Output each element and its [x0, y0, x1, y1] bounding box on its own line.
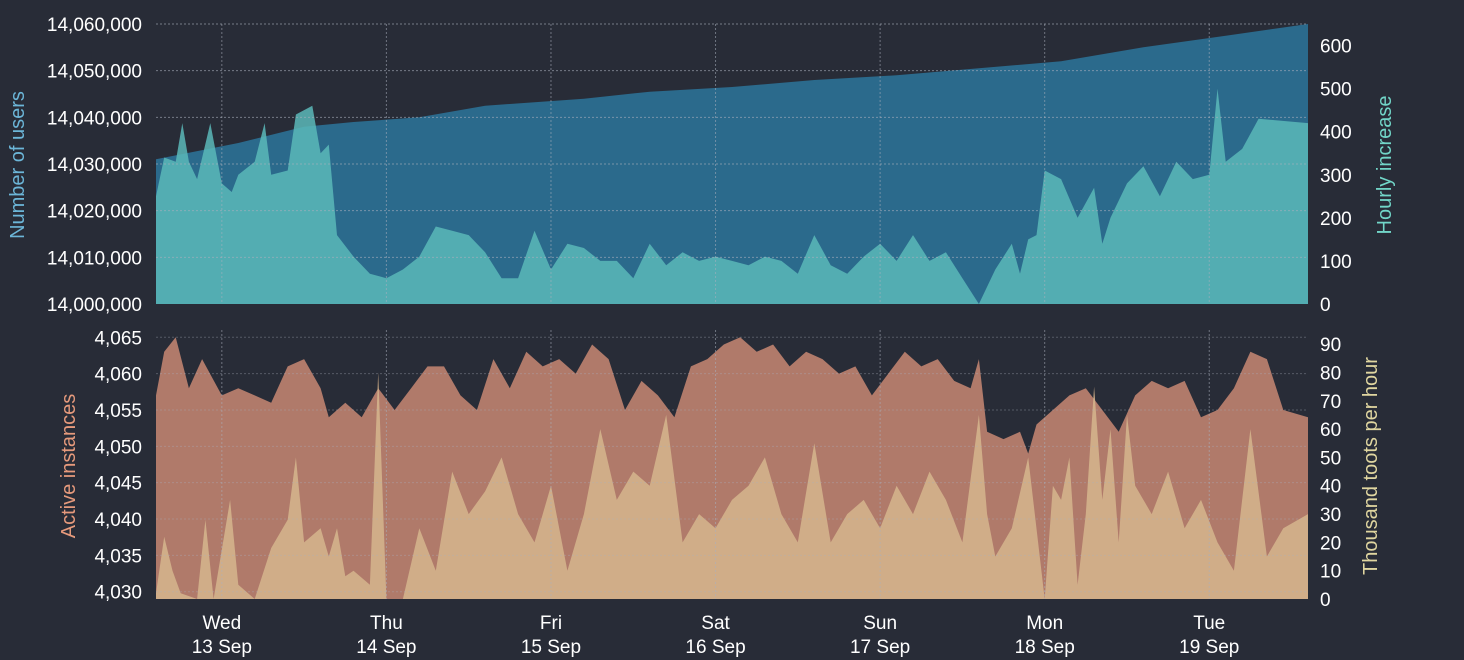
x-day-label: Fri: [540, 613, 562, 634]
x-day-label: Wed: [202, 613, 241, 634]
toots-tick-label: 40: [1320, 477, 1341, 498]
instances-tick-label: 4,040: [94, 510, 142, 531]
x-day-label: Thu: [370, 613, 403, 634]
instances-tick-label: 4,065: [94, 328, 142, 349]
hourly-tick-label: 100: [1320, 252, 1352, 273]
toots-tick-label: 90: [1320, 335, 1341, 356]
x-day-label: Sun: [863, 613, 897, 634]
hourly-tick-label: 600: [1320, 37, 1352, 58]
instances-tick-label: 4,055: [94, 401, 142, 422]
x-date-label: 14 Sep: [356, 637, 416, 658]
users-axis-title: Number of users: [7, 91, 29, 239]
users-tick-label: 14,050,000: [47, 62, 142, 83]
x-day-label: Sat: [701, 613, 730, 634]
hourly-axis-title: Hourly increase: [1374, 96, 1396, 235]
hourly-tick-label: 300: [1320, 166, 1352, 187]
instances-tick-label: 4,035: [94, 546, 142, 567]
x-date-label: 15 Sep: [521, 637, 581, 658]
toots-tick-label: 60: [1320, 420, 1341, 441]
toots-tick-label: 80: [1320, 363, 1341, 384]
x-date-label: 13 Sep: [192, 637, 252, 658]
x-date-label: 17 Sep: [850, 637, 910, 658]
users-tick-label: 14,000,000: [47, 295, 142, 316]
instances-tick-label: 4,045: [94, 474, 142, 495]
toots-tick-label: 20: [1320, 533, 1341, 554]
top-panel: 14,000,000 14,010,000 14,020,000 14,030,000…: [47, 15, 1352, 316]
toots-axis-title: Thousand toots per hour: [1360, 357, 1382, 575]
toots-tick-label: 0: [1320, 590, 1331, 611]
instances-axis-title: Active instances: [58, 394, 80, 539]
toots-tick-label: 30: [1320, 505, 1341, 526]
x-date-label: 19 Sep: [1179, 637, 1239, 658]
users-tick-label: 14,010,000: [47, 248, 142, 269]
toots-tick-label: 10: [1320, 562, 1341, 583]
hourly-area: [156, 88, 1308, 304]
x-date-label: 18 Sep: [1015, 637, 1075, 658]
instances-tick-label: 4,060: [94, 365, 142, 386]
toots-tick-label: 50: [1320, 448, 1341, 469]
toots-tick-label: 70: [1320, 392, 1341, 413]
users-tick-label: 14,030,000: [47, 155, 142, 176]
x-day-label: Tue: [1193, 613, 1225, 634]
toots-area: [156, 372, 1308, 599]
x-axis: Wed 13 Sep Thu 14 Sep Fri 15 Sep Sat 16 Sep Sun 1…: [192, 24, 1239, 658]
users-tick-label: 14,060,000: [47, 15, 142, 36]
bottom-panel: 4,030 4,035 4,040 4,045 4,050 4,055 4,060 4,065…: [94, 328, 1341, 611]
users-tick-label: 14,040,000: [47, 108, 142, 129]
hourly-tick-label: 0: [1320, 295, 1331, 316]
hourly-tick-label: 200: [1320, 209, 1352, 230]
instances-tick-label: 4,050: [94, 437, 142, 458]
hourly-tick-label: 400: [1320, 123, 1352, 144]
users-tick-label: 14,020,000: [47, 202, 142, 223]
instances-tick-label: 4,030: [94, 583, 142, 604]
x-day-label: Mon: [1026, 613, 1063, 634]
x-date-label: 16 Sep: [685, 637, 745, 658]
hourly-tick-label: 500: [1320, 80, 1352, 101]
